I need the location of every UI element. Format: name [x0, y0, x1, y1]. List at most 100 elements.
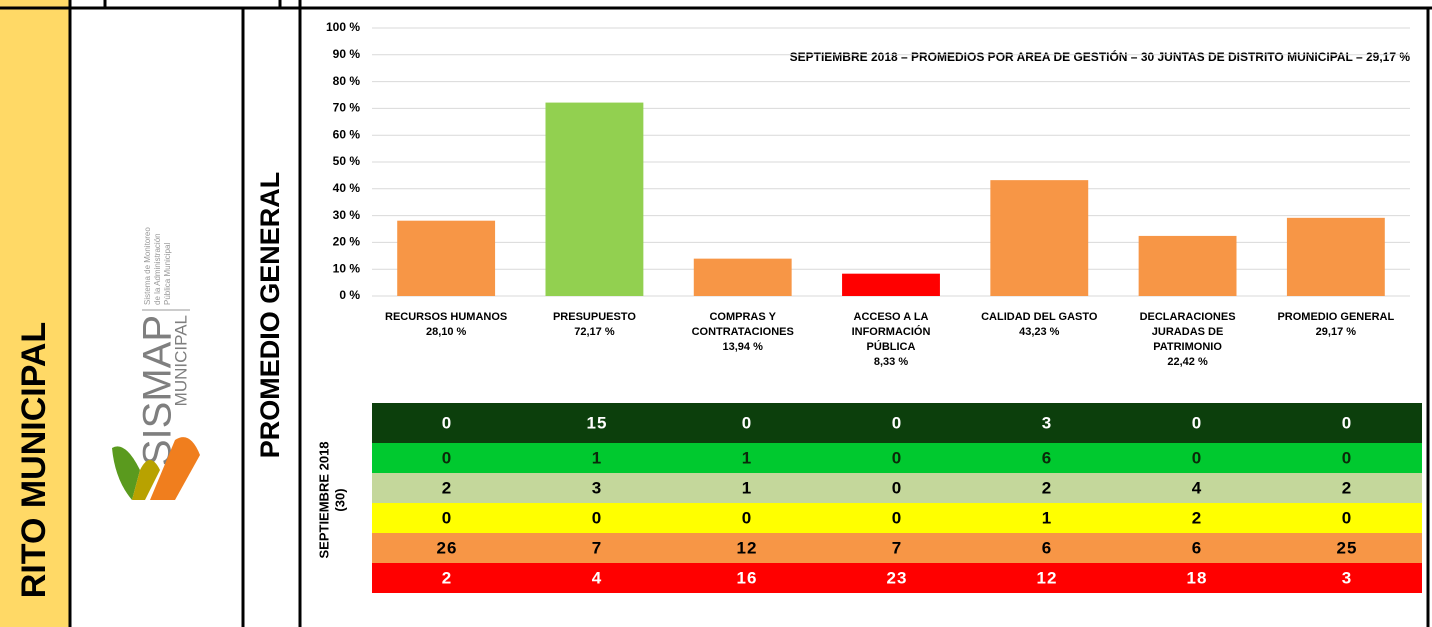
table-cell: 7: [892, 538, 902, 557]
chart-title: SEPTIEMBRE 2018 – PROMEDIOS POR AREA DE …: [790, 49, 1411, 64]
value-label: 22,42 %: [1167, 356, 1208, 368]
side-band: [0, 0, 70, 627]
y-tick-label: 70 %: [333, 101, 361, 115]
table-cell: 4: [592, 568, 602, 587]
table-cell: 0: [1342, 413, 1352, 432]
x-tick-label: ACCESO A LA INFORMACIÓN PÚBLICA: [851, 311, 931, 353]
y-tick-label: 40 %: [333, 181, 361, 195]
value-label: 29,17 %: [1315, 326, 1357, 338]
logo-name: SISMAP: [136, 315, 180, 466]
table-cell: 0: [1192, 448, 1202, 467]
table-row: [372, 473, 1422, 503]
table-cell: 0: [1342, 508, 1352, 527]
y-tick-label: 10 %: [333, 261, 361, 275]
bar: [545, 102, 644, 296]
category-label-group: COMPRAS Y CONTRATACIONES 13,94 %: [673, 310, 813, 355]
category-label-group: CALIDAD DEL GASTO 43,23 %: [969, 310, 1109, 340]
table-cell: 26: [437, 538, 458, 557]
table-cell: 1: [1042, 508, 1052, 527]
table-cell: 15: [587, 413, 608, 432]
table-row: [372, 503, 1422, 533]
table-cell: 16: [737, 568, 758, 587]
table-cell: 6: [1042, 538, 1052, 557]
table-cell: 0: [442, 413, 452, 432]
table-cell: 25: [1337, 538, 1358, 557]
table-cell: 0: [892, 508, 902, 527]
table-row: [372, 443, 1422, 473]
table-cell: 0: [1342, 448, 1352, 467]
table-cell: 0: [892, 478, 902, 497]
table-cell: 18: [1187, 568, 1208, 587]
table-cell: 23: [887, 568, 908, 587]
table-cell: 6: [1042, 448, 1052, 467]
table-cell: 6: [1192, 538, 1202, 557]
logo-tagline: Sistema de Monitoreo: [143, 227, 152, 305]
x-tick-label: CALIDAD DEL GASTO: [981, 311, 1098, 323]
table-cell: 2: [1342, 478, 1352, 497]
x-tick-label: COMPRAS Y CONTRATACIONES: [691, 311, 794, 338]
table-cell: 0: [1192, 413, 1202, 432]
table-cell: 1: [592, 448, 602, 467]
x-tick-label: PRESUPUESTO: [552, 311, 636, 323]
bar: [397, 220, 496, 296]
table-cell: 2: [1192, 508, 1202, 527]
table-cell: 1: [742, 478, 752, 497]
value-label: 8,33 %: [873, 356, 909, 368]
x-tick-label: PROMEDIO GENERAL: [1277, 311, 1395, 323]
y-tick-label: 20 %: [333, 235, 361, 249]
y-tick-label: 50 %: [333, 154, 361, 168]
table-cell: 2: [442, 568, 452, 587]
logo-tagline: de la Administración: [153, 233, 162, 305]
category-label-group: ACCESO A LA INFORMACIÓN PÚBLICA 8,33 %: [821, 310, 961, 370]
x-tick-label: RECURSOS HUMANOS: [385, 311, 508, 323]
table-cell: 12: [1037, 568, 1058, 587]
table-cell: 2: [442, 478, 452, 497]
table-row: [372, 403, 1422, 443]
section-label: PROMEDIO GENERAL: [255, 172, 285, 459]
y-tick-label: 60 %: [333, 127, 361, 141]
table-cell: 4: [1192, 478, 1202, 497]
y-tick-label: 0 %: [339, 288, 360, 302]
table-cell: 3: [1042, 413, 1052, 432]
value-label: 43,23 %: [1019, 326, 1060, 338]
category-label-group: RECURSOS HUMANOS 28,10 %: [376, 310, 516, 340]
table-cell: 3: [592, 478, 602, 497]
table-row: [372, 563, 1422, 593]
table-row: [372, 533, 1422, 563]
table-cell: 3: [1342, 568, 1352, 587]
category-label-group: PROMEDIO GENERAL 29,17 %: [1266, 310, 1406, 340]
table-cell: 2: [1042, 478, 1052, 497]
value-label: 72,17 %: [574, 326, 615, 338]
x-tick-label: DECLARACIONES JURADAS DE PATRIMONIO: [1139, 311, 1236, 353]
table-cell: 12: [737, 538, 758, 557]
table-label: (30): [332, 488, 347, 511]
table-cell: 0: [442, 508, 452, 527]
table-cell: 0: [892, 413, 902, 432]
table-label: SEPTIEMBRE 2018: [316, 441, 331, 558]
table-cell: 0: [742, 413, 752, 432]
bar: [693, 258, 792, 296]
y-tick-label: 80 %: [333, 74, 361, 88]
bar: [842, 273, 940, 296]
value-label: 28,10 %: [425, 326, 467, 338]
category-label-group: DECLARACIONES JURADAS DE PATRIMONIO 22,42…: [1118, 310, 1258, 370]
y-tick-label: 30 %: [333, 208, 361, 222]
logo-icon: [112, 437, 200, 500]
table-cell: 0: [892, 448, 902, 467]
logo-sub: MUNICIPAL: [171, 315, 190, 406]
y-tick-label: 90 %: [333, 47, 361, 61]
table-cell: 0: [442, 448, 452, 467]
side-label: RITO MUNICIPAL: [15, 322, 53, 598]
category-label-group: PRESUPUESTO 72,17 %: [524, 310, 664, 340]
logo: SISMAP MUNICIPAL Sistema de Monitoreo de…: [136, 227, 191, 467]
table-cell: 7: [592, 538, 602, 557]
bar: [1138, 235, 1237, 296]
bar: [1286, 217, 1385, 296]
table-cell: 0: [592, 508, 602, 527]
bar: [990, 180, 1089, 296]
table-cell: 1: [742, 448, 752, 467]
logo-tagline: Pública Municipal: [163, 243, 172, 305]
